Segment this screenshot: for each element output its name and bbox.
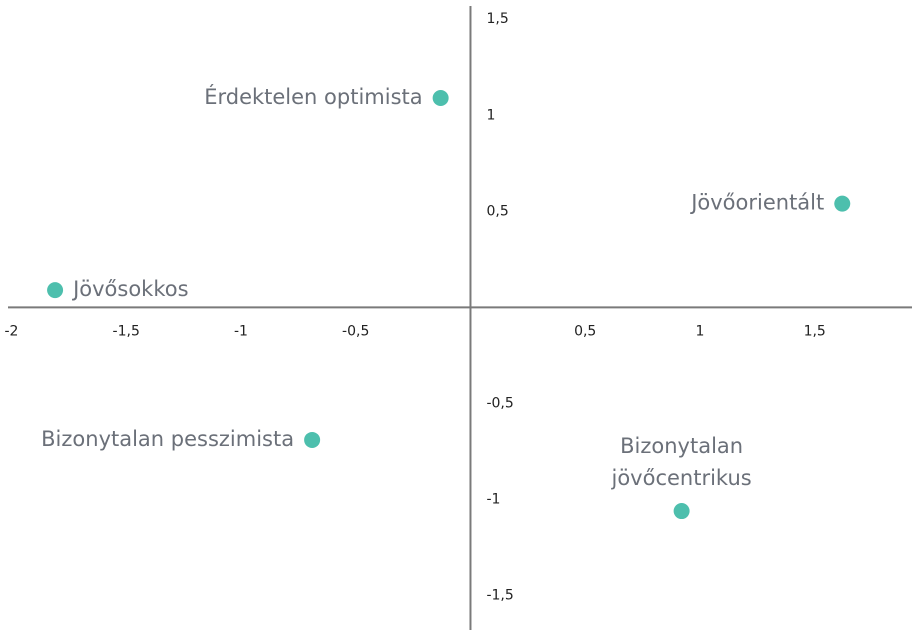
y-tick-label: -1,5 [486,588,513,604]
x-tick-label: -1,5 [113,323,140,339]
point [47,282,64,299]
y-tick-label: -1 [486,492,500,508]
point-label: Bizonytalan [620,434,743,458]
x-tick-label: 1,5 [804,323,826,339]
y-tick-label: 1 [486,107,495,123]
point [432,89,449,106]
x-tick-label: -1 [234,323,248,339]
point [834,195,851,212]
x-tick-label: -2 [4,323,18,339]
point [673,503,690,520]
x-tick-label: 0,5 [574,323,596,339]
point [304,431,321,448]
y-tick-label: 0,5 [486,203,508,219]
x-tick-label: 1 [696,323,705,339]
point-label: jövőcentrikus [611,466,752,490]
y-tick-label: -0,5 [486,395,513,411]
point-label: Jövőorientált [689,191,824,215]
x-tick-label: -0,5 [342,323,369,339]
point-label: Érdektelen optimista [204,84,422,109]
y-tick-label: 1,5 [486,11,508,27]
point-label: Jövősokkos [71,277,188,301]
point-label: Bizonytalan pesszimista [41,427,294,451]
